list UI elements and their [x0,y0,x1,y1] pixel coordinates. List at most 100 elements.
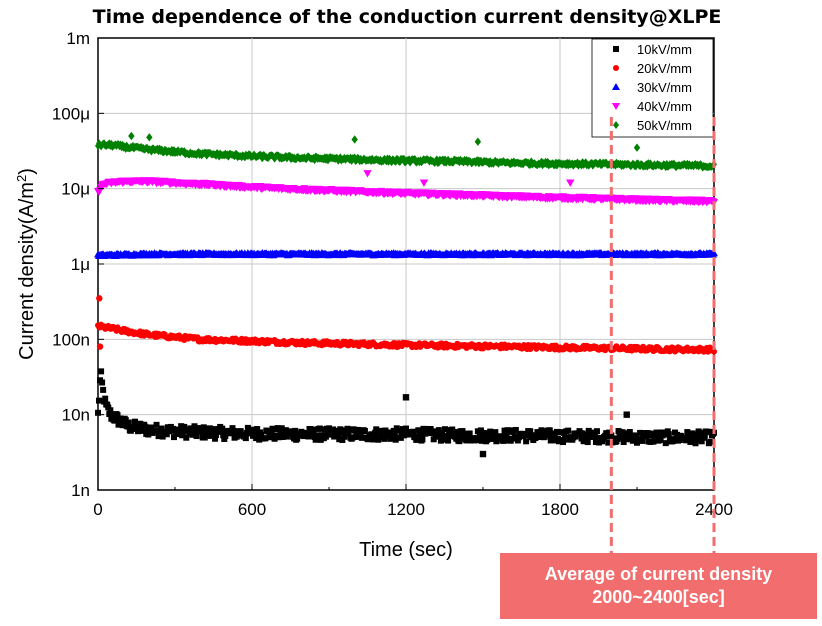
data-point [492,429,499,436]
data-point [691,431,698,438]
data-point [460,430,467,437]
data-point [402,394,410,401]
series-30kv-mm [94,249,718,260]
data-point [692,440,699,447]
data-point [96,343,104,350]
data-point [222,433,229,440]
data-point [687,438,694,445]
data-point [523,438,530,445]
data-point [553,428,560,435]
data-point [463,437,470,444]
data-point [560,439,567,446]
data-point [244,424,251,431]
data-point [106,411,113,418]
data-point [120,421,127,428]
legend-label: 40kV/mm [637,99,692,114]
data-point [258,432,265,439]
data-point [551,433,558,440]
y-axis-title: Current density(A/m2) [14,168,39,360]
data-point [179,432,186,439]
data-point [146,133,153,142]
data-point [310,426,317,433]
data-point [476,432,483,439]
data-point [371,433,378,440]
data-point [177,428,184,435]
series-20kv-mm [95,295,717,355]
data-point [710,249,718,257]
data-point [583,434,590,441]
data-point [446,427,453,434]
legend-label: 50kV/mm [637,118,692,133]
data-point [98,368,105,375]
data-point [351,135,358,144]
data-point [307,426,314,433]
data-point [134,421,141,428]
data-point [475,437,482,444]
data-point [706,428,713,435]
annotation-line-2: 2000~2400[sec] [592,587,725,607]
data-point [237,428,244,435]
data-point [255,432,262,439]
data-point [363,170,372,178]
data-point [212,435,219,442]
data-point [100,386,107,393]
data-point [191,423,198,430]
data-point [674,431,681,438]
data-point [252,430,259,437]
data-point [341,433,348,440]
data-point [614,435,621,442]
data-point [527,428,534,435]
y-tick-label: 1m [66,29,90,48]
data-point [503,432,510,439]
data-point [385,429,392,436]
data-point [395,427,402,434]
data-point [317,436,324,443]
data-point [125,419,132,426]
data-point [650,438,657,445]
data-point [596,439,603,446]
data-point [482,433,489,440]
data-point [186,430,193,437]
y-tick-label: 1μ [71,255,90,274]
data-marks [94,131,718,458]
data-point [282,427,289,434]
data-point [438,430,445,437]
data-point [603,430,610,437]
data-point [361,428,368,435]
data-point [683,437,690,444]
data-point [481,430,488,437]
data-point [565,427,572,434]
data-point [415,427,422,434]
data-point [370,436,377,443]
data-point [634,439,640,446]
data-point [451,429,458,436]
legend-marker [613,46,619,52]
data-point [267,434,274,441]
data-point [711,348,717,355]
x-tick-label: 1200 [387,500,425,519]
data-point [219,425,226,432]
data-point [111,417,118,424]
data-point [466,430,473,437]
data-point [629,437,636,444]
data-point [117,415,124,422]
data-point [479,450,487,458]
data-point [456,438,463,445]
data-point [512,426,519,433]
data-point [391,432,398,439]
data-point [501,427,508,434]
data-point [335,430,342,437]
data-point [145,431,152,438]
data-point [604,433,611,440]
data-point [493,438,500,445]
data-point [159,433,166,440]
data-point [694,434,701,441]
data-point [392,436,399,443]
data-point [138,421,145,428]
data-point [508,435,515,442]
data-point [96,295,103,302]
data-point [536,433,543,440]
data-point [505,428,512,435]
data-point [262,435,269,442]
data-point [304,430,311,437]
